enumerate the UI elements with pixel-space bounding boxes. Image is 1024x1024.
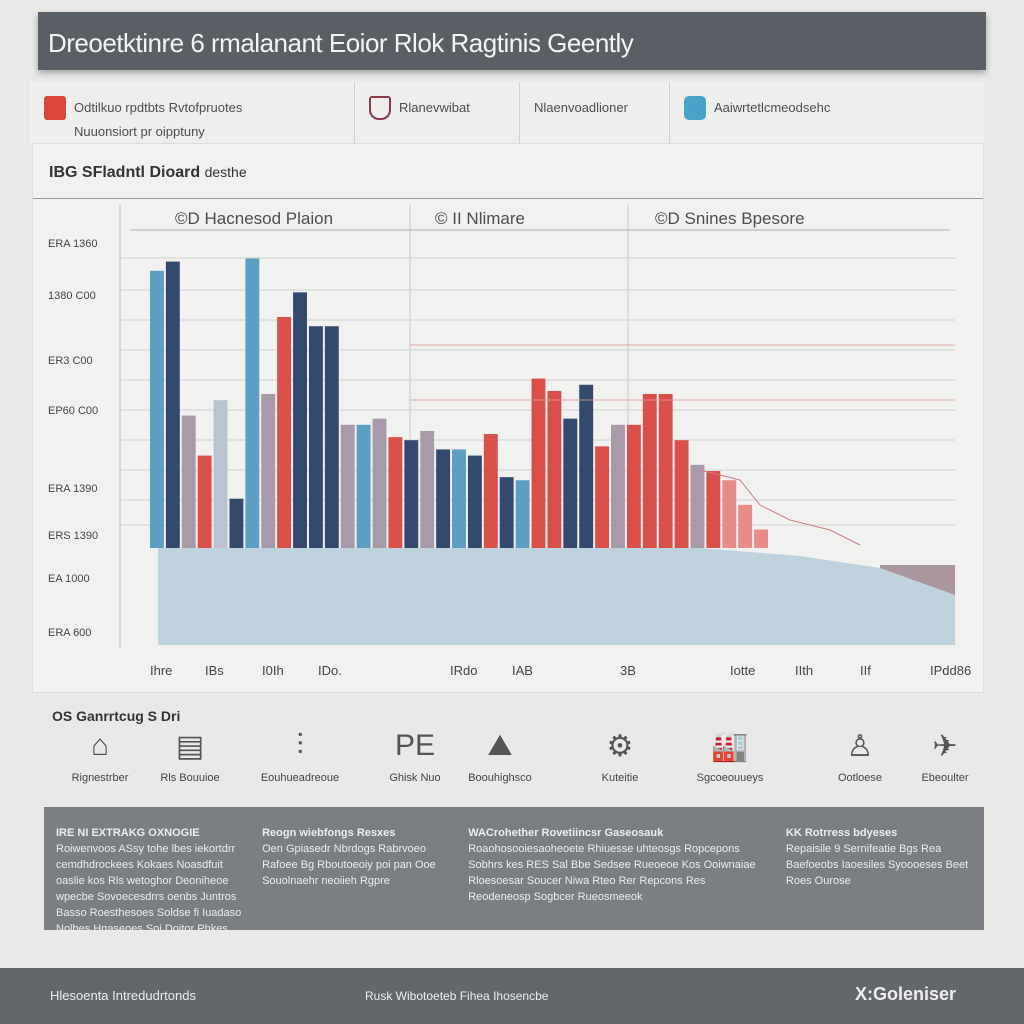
icon-item: ⌂ Rignestrber — [50, 720, 150, 784]
info-row: Odtilkuo rpdtbts Rvtofpruotes Nuuonsiort … — [30, 82, 984, 144]
people-icon — [684, 96, 706, 120]
icon-item: ✈ Ebeoulter — [895, 720, 995, 785]
note-column: WACrohether Rovetiincsr Gaseosauk Roaohos… — [468, 827, 756, 903]
icon-item: ⫶ Eouhueadreoue — [250, 720, 350, 784]
note-column: IRE NI EXTRAKG OXNOGIE Roiwenvoos ASsy to… — [56, 827, 242, 935]
notes-panel: IRE NI EXTRAKG OXNOGIE Roiwenvoos ASsy to… — [44, 807, 984, 935]
chart-panel-title: IBG SFladntl Dioard desthe — [49, 164, 247, 181]
footer: Hlesoenta Intredudrtonds Rusk Wibotoeteb… — [0, 968, 1024, 1024]
footer-logo: X:Goleniser — [855, 984, 957, 1004]
page-title-banner: Dreoetktinre 6 rmalanant Eoior Rlok Ragt… — [38, 12, 986, 70]
icon-label: Rignestrber — [71, 772, 129, 784]
icon-item: ⛰ Boouhighsco — [450, 720, 550, 784]
icon-item: ♙ Ootloese — [810, 720, 910, 785]
icon-label: Ebeoulter — [921, 772, 969, 784]
icon-item: ▤ Rls Bouuioe — [140, 720, 240, 785]
shield-icon — [369, 96, 391, 120]
icon-item: PE Ghisk Nuo — [365, 720, 465, 784]
icon-label: Eouhueadreoue — [260, 772, 340, 784]
icon-item: ⚙ Kuteitie — [570, 720, 670, 785]
mountain-icon: ⛰ — [487, 729, 513, 762]
chart-panel: IBG SFladntl Dioard desthe — [32, 143, 984, 693]
info-cell: Rlanevwibat — [355, 82, 520, 144]
note-column: Reogn wiebfongs Resxes Oen Gpiasedr Nbrdo… — [262, 827, 436, 887]
icon-label: Boouhighsco — [468, 772, 532, 784]
chart-icon: ⫶ — [296, 729, 304, 762]
page-title: Dreoetktinre 6 rmalanant Eoior Rlok Ragt… — [48, 28, 634, 58]
footer-center-text: Rusk Wibotoeteb Fihea Ihosencbe — [365, 989, 549, 1003]
icon-label: Rls Bouuioe — [160, 772, 220, 784]
shield-icon — [44, 96, 66, 120]
icon-label: Kuteitie — [601, 772, 639, 784]
info-cell: Odtilkuo rpdtbts Rvtofpruotes Nuuonsiort … — [30, 82, 355, 144]
factory-icon: 🏭 — [711, 729, 749, 763]
icon-label: Ootloese — [837, 772, 883, 784]
info-cell: Nlaenvoadlioner — [520, 82, 670, 144]
bird-icon: ✈ — [932, 729, 958, 763]
icon-strip-heading: OS Ganrrtcug S Dri — [52, 708, 181, 724]
divider — [33, 198, 983, 199]
info-cell: Aaiwrtetlcmeodsehc — [670, 82, 844, 144]
person-icon: ♙ — [846, 729, 874, 763]
machine-icon: ⚙ — [606, 729, 634, 763]
pe-badge-icon: PE — [394, 729, 436, 762]
icon-label: Ghisk Nuo — [389, 772, 441, 784]
icon-strip: OS Ganrrtcug S Dri ⌂ Rignestrber ▤ Rls Bouu… — [40, 700, 980, 800]
icon-label: Sgcoeouueys — [696, 772, 764, 784]
note-column: KK Rotrress bdyeses Repaisile 9 Sernifeat… — [785, 827, 969, 887]
house-icon: ⌂ — [90, 729, 110, 762]
document-icon: ▤ — [175, 729, 205, 763]
footer-left-text: Hlesoenta Intredudrtonds — [50, 988, 196, 1003]
icon-item: 🏭 Sgcoeouueys — [680, 720, 780, 785]
